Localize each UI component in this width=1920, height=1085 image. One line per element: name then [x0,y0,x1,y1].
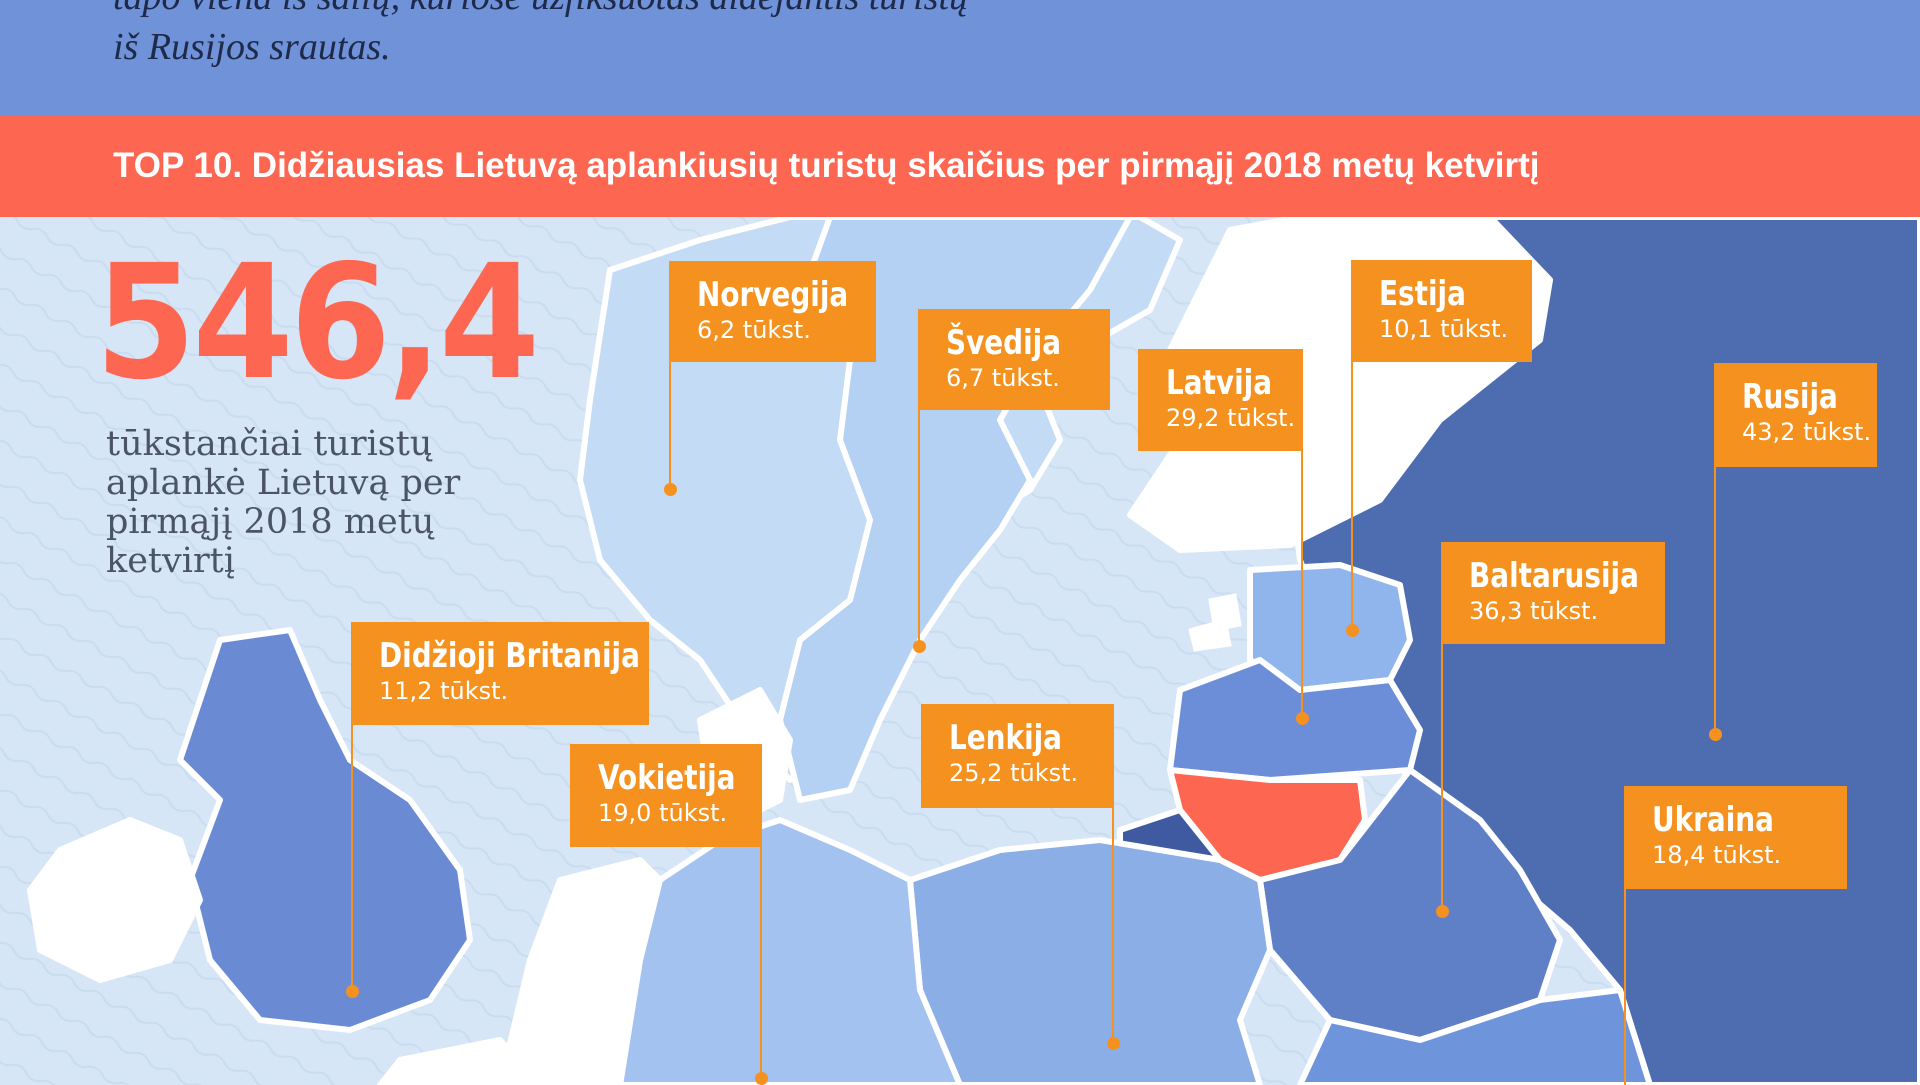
pin-baltarusija [1436,905,1449,918]
pin-rusija [1709,728,1722,741]
country-name: Lenkija [949,718,1062,758]
pin-lenkija [1107,1037,1120,1050]
leader-baltarusija [1441,643,1443,911]
great-britain-region [177,627,473,1033]
country-name: Ukraina [1652,800,1774,840]
pin-estija [1346,624,1359,637]
country-label-latvija: Latvija 29,2 tūkst. [1138,349,1303,451]
ukraine-region [1297,987,1653,1085]
country-value: 43,2 tūkst. [1742,418,1872,446]
pin-latvija [1296,712,1309,725]
poland-region [907,837,1273,1085]
country-value: 6,2 tūkst. [697,316,811,344]
country-value: 11,2 tūkst. [379,677,509,705]
pin-norvegija [664,483,677,496]
intro-panel: tapo viena iš šalių, kuriose užfiksuotas… [0,0,1920,115]
country-label-didzioji-britanija: Didžioji Britanija 11,2 tūkst. [351,622,649,725]
country-name: Rusija [1742,377,1838,417]
pin-didzioji-britanija [346,985,359,998]
country-name: Švedija [946,323,1062,363]
netherlands-region [497,857,663,1085]
total-tourists-caption: tūkstančiai turistų aplankė Lietuvą per … [106,424,461,581]
country-name: Estija [1379,274,1466,314]
title-banner: TOP 10. Didžiausias Lietuvą aplankiusių … [0,115,1920,217]
country-name: Didžioji Britanija [379,636,640,676]
pin-vokietija [755,1072,768,1085]
country-name: Vokietija [598,758,736,798]
intro-line-1: tapo viena iš šalių, kuriose užfiksuotas… [113,0,968,18]
intro-text: tapo viena iš šalių, kuriose užfiksuotas… [113,0,1213,72]
leader-vokietija [760,846,762,1078]
leader-estija [1351,361,1353,630]
leader-ukraina [1624,888,1626,1085]
country-label-ukraina: Ukraina 18,4 tūkst. [1624,786,1847,889]
intro-line-2: iš Rusijos srautas. [113,26,391,68]
country-value: 36,3 tūkst. [1469,597,1599,625]
country-label-norvegija: Norvegija 6,2 tūkst. [669,261,876,362]
country-value: 10,1 tūkst. [1379,315,1509,343]
belgium-france-region [377,1037,543,1085]
country-value: 18,4 tūkst. [1652,841,1782,869]
belarus-region [1257,767,1563,1043]
leader-rusija [1714,467,1716,734]
pin-svedija [913,640,926,653]
leader-latvija [1301,450,1303,718]
country-label-rusija: Rusija 43,2 tūkst. [1714,363,1877,467]
country-label-estija: Estija 10,1 tūkst. [1351,260,1532,362]
leader-svedija [918,410,920,646]
country-label-baltarusija: Baltarusija 36,3 tūkst. [1441,542,1665,644]
leader-didzioji-britanija [351,724,353,991]
country-value: 19,0 tūkst. [598,799,728,827]
country-value: 6,7 tūkst. [946,364,1060,392]
country-name: Baltarusija [1469,556,1639,596]
country-label-vokietija: Vokietija 19,0 tūkst. [570,744,762,847]
banner-title: TOP 10. Didžiausias Lietuvą aplankiusių … [113,146,1540,185]
country-label-svedija: Švedija 6,7 tūkst. [918,309,1110,410]
saaremaa-island [1188,618,1232,652]
ireland-region [27,817,203,983]
country-value: 25,2 tūkst. [949,759,1079,787]
leader-lenkija [1112,807,1114,1043]
leader-norvegija [669,361,671,489]
country-name: Norvegija [697,275,849,315]
total-tourists-number: 546,4 [95,231,540,415]
country-value: 29,2 tūkst. [1166,404,1296,432]
country-name: Latvija [1166,363,1273,403]
country-label-lenkija: Lenkija 25,2 tūkst. [921,704,1114,808]
